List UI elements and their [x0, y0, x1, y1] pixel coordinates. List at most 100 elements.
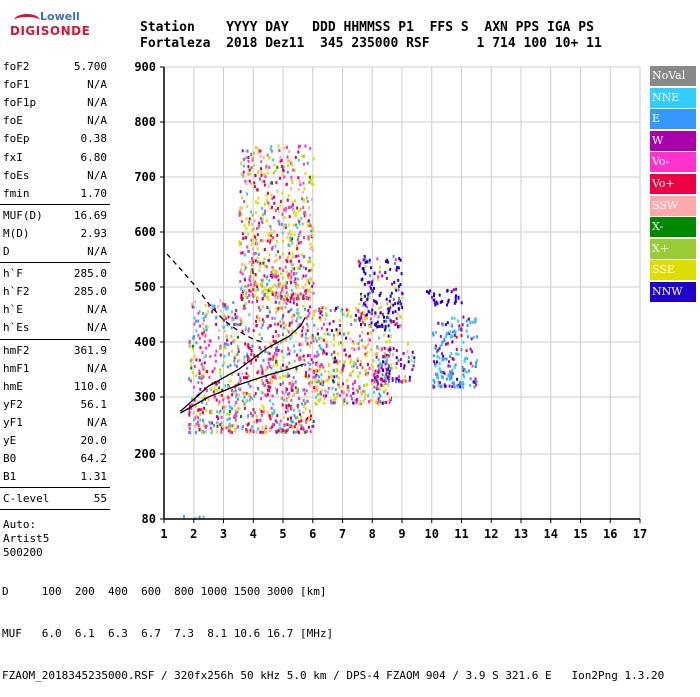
data-point [250, 361, 252, 365]
data-point [215, 382, 218, 386]
data-point [318, 337, 321, 340]
data-point [389, 294, 392, 298]
data-point [268, 365, 271, 368]
data-point [382, 354, 385, 358]
data-point [412, 364, 415, 368]
data-point [367, 342, 370, 346]
data-point [246, 296, 249, 299]
data-point [188, 411, 191, 415]
data-point [279, 426, 282, 430]
param-key: foF1 [3, 78, 30, 92]
data-point [374, 311, 377, 315]
param-key: hmF1 [3, 361, 30, 375]
data-point [325, 340, 328, 344]
data-point [332, 356, 334, 360]
data-point [246, 149, 249, 153]
data-point [295, 369, 298, 373]
x-tick-label: 5 [279, 527, 286, 541]
data-point [332, 393, 335, 396]
data-point [351, 365, 353, 369]
data-point [273, 195, 276, 199]
data-point [237, 397, 240, 401]
data-point [309, 259, 312, 263]
data-point [195, 358, 198, 362]
data-point [259, 430, 262, 434]
data-point [271, 285, 274, 289]
data-point [270, 238, 273, 242]
data-point [201, 333, 204, 337]
data-point [261, 318, 264, 322]
data-point [305, 420, 308, 424]
param-value: 285.0 [73, 285, 107, 299]
data-point [298, 267, 301, 271]
param-row: foE N/A [0, 112, 110, 130]
data-point [250, 359, 253, 363]
data-point [277, 250, 280, 254]
data-point [441, 375, 444, 379]
data-point [336, 392, 339, 396]
x-tick-label: 2 [190, 527, 197, 541]
data-point [191, 344, 194, 348]
data-point [384, 382, 387, 385]
data-point [293, 169, 296, 172]
data-point [349, 394, 352, 398]
data-point [349, 360, 352, 364]
data-point [199, 387, 202, 391]
data-point [296, 353, 299, 357]
data-point [306, 342, 309, 346]
data-point [247, 165, 250, 168]
data-point [283, 216, 286, 220]
data-point [373, 385, 376, 389]
data-point [285, 270, 288, 274]
data-point [293, 344, 295, 348]
data-point [267, 307, 270, 311]
data-point [264, 350, 267, 353]
data-point [260, 326, 263, 329]
data-point [282, 374, 284, 378]
param-row: D N/A [0, 243, 110, 261]
data-point [287, 381, 290, 385]
data-point [241, 232, 244, 236]
data-point [291, 181, 294, 185]
data-point [340, 309, 343, 313]
data-point [289, 236, 292, 240]
data-point [271, 246, 274, 249]
data-point [267, 191, 270, 195]
data-point [239, 251, 242, 255]
data-point [380, 363, 383, 367]
data-point [338, 360, 341, 363]
data-point [269, 378, 272, 381]
data-point [302, 197, 305, 201]
data-point [227, 343, 230, 347]
data-point [307, 337, 310, 341]
data-point [256, 427, 259, 431]
data-point [311, 234, 314, 238]
param-value: 285.0 [73, 267, 107, 281]
data-point [352, 387, 355, 391]
data-point [266, 305, 269, 309]
data-point [445, 377, 448, 381]
data-point [301, 329, 304, 333]
data-point [294, 277, 297, 281]
data-point [383, 390, 385, 394]
data-point [267, 361, 270, 365]
data-point [276, 207, 279, 210]
data-point [317, 353, 320, 357]
data-point [368, 400, 370, 403]
data-point [237, 349, 240, 353]
data-point [460, 348, 463, 352]
data-point [367, 310, 370, 314]
data-point [381, 347, 384, 351]
data-point [244, 376, 247, 380]
data-point [261, 426, 264, 430]
param-row: MUF(D) 16.69 [0, 207, 110, 225]
data-point [247, 232, 250, 236]
data-point [279, 320, 282, 324]
data-point [306, 376, 309, 380]
data-point [462, 373, 465, 377]
data-point [259, 261, 262, 265]
data-point [230, 310, 233, 314]
data-point [245, 391, 248, 395]
data-point [202, 317, 205, 321]
data-point [312, 375, 315, 379]
